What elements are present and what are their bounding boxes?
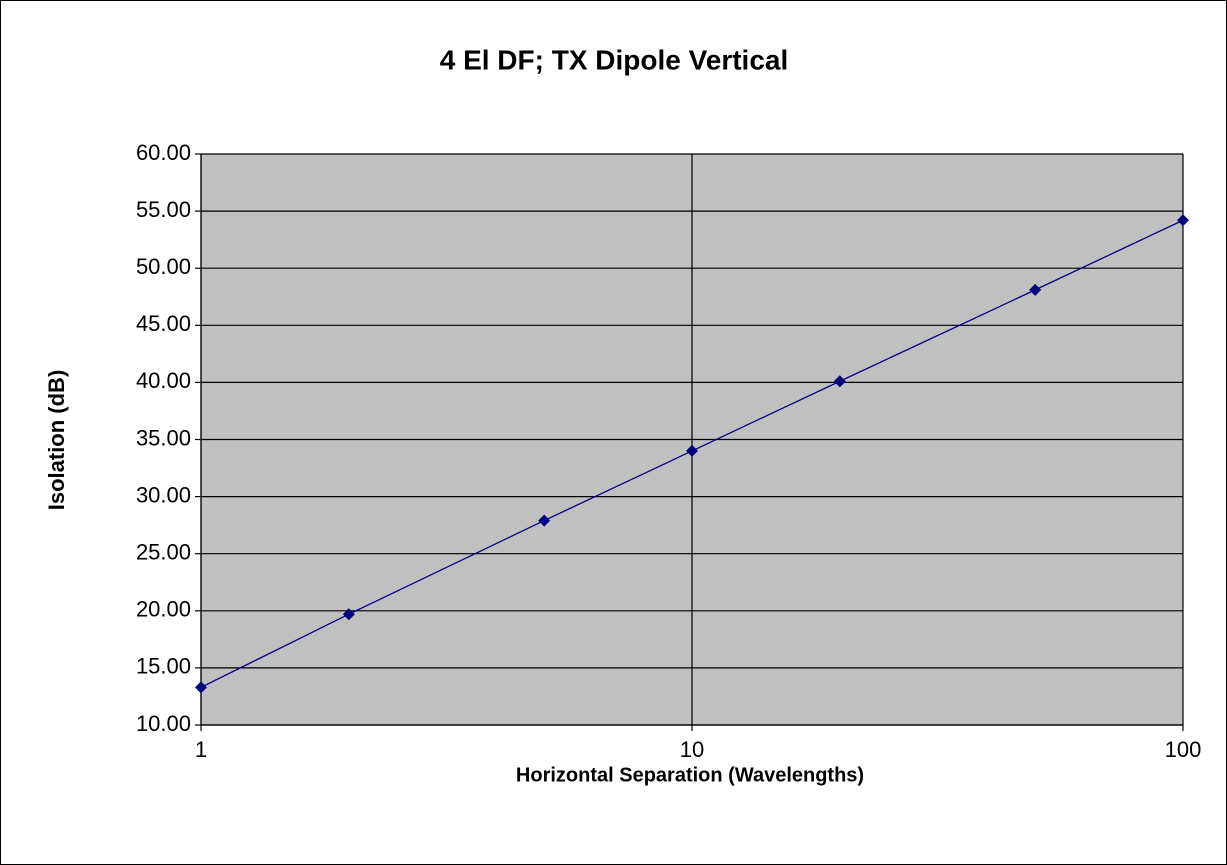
y-tick-label: 10.00 [136, 711, 191, 736]
y-tick-label: 35.00 [136, 425, 191, 450]
y-tick-label: 25.00 [136, 540, 191, 565]
y-tick-label: 50.00 [136, 254, 191, 279]
y-tick-label: 55.00 [136, 197, 191, 222]
y-axis-label: Isolation (dB) [44, 370, 69, 511]
marker [833, 375, 846, 388]
x-tick-label: 1 [195, 737, 207, 762]
y-tick-label: 20.00 [136, 597, 191, 622]
x-tick-label: 100 [1165, 737, 1202, 762]
x-axis-label: Horizontal Separation (Wavelengths) [516, 764, 864, 786]
y-tick-label: 40.00 [136, 368, 191, 393]
y-tick-label: 60.00 [136, 140, 191, 165]
y-tick-label: 15.00 [136, 654, 191, 679]
marker [342, 608, 355, 621]
marker [686, 444, 698, 457]
marker [195, 681, 207, 694]
marker [1177, 214, 1189, 227]
x-tick-label: 10 [680, 737, 704, 762]
y-tick-label: 30.00 [136, 482, 191, 507]
chart-title: 4 El DF; TX Dipole Vertical [440, 44, 789, 75]
marker [1029, 283, 1042, 296]
marker [538, 514, 551, 527]
y-tick-label: 45.00 [136, 311, 191, 336]
